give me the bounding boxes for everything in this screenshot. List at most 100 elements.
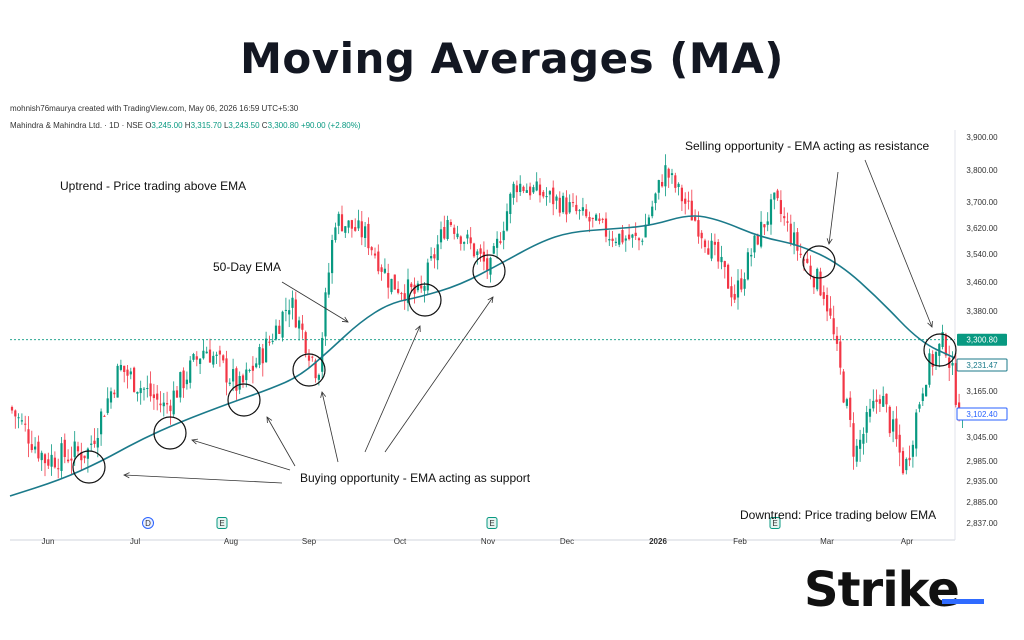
earnings-marker-icon: [216, 517, 228, 529]
candle-body: [106, 398, 109, 413]
candle-body: [793, 232, 796, 246]
y-tick-label: 3,800.00: [966, 166, 998, 175]
candle-body: [802, 259, 806, 261]
low-value: 3,243.50: [228, 121, 260, 130]
candle-body: [892, 419, 895, 432]
candle-body: [459, 236, 462, 244]
candle-body: [862, 433, 865, 444]
candle-body: [60, 443, 63, 471]
candle-body: [578, 210, 581, 212]
candle-body: [175, 390, 179, 398]
candle-body: [433, 254, 436, 259]
annotation-arrow-line: [364, 325, 421, 453]
candle-body: [413, 284, 416, 294]
candle-body: [17, 417, 20, 419]
arrow-head-icon: [191, 438, 198, 445]
candle-body: [370, 247, 373, 251]
candle-body: [878, 399, 881, 404]
candle-body: [350, 220, 353, 229]
candle-body: [525, 190, 528, 193]
candle-body: [489, 257, 492, 275]
candle-body: [783, 216, 786, 219]
candle-body: [562, 195, 565, 213]
candle-body: [931, 354, 934, 367]
candle-body: [624, 238, 627, 241]
candle-body: [387, 272, 390, 288]
candle-body: [109, 391, 113, 403]
candle-body: [268, 341, 271, 343]
candle-body: [469, 237, 472, 244]
y-axis: 3,900.00 3,800.00 3,700.00 3,620.00 3,540.00…: [956, 133, 1008, 528]
candle-body: [542, 191, 545, 197]
candle-body: [690, 200, 693, 221]
dividend-marker-icon: [142, 517, 154, 529]
candle-body: [529, 186, 532, 196]
candle-body: [235, 368, 238, 391]
candle-body: [901, 451, 905, 474]
candle-body: [482, 251, 485, 262]
candle-body: [354, 227, 357, 231]
x-tick-label: Dec: [560, 537, 574, 546]
candle-body: [717, 241, 720, 262]
candle-body: [812, 277, 815, 288]
candle-body: [416, 283, 419, 291]
candle-body: [779, 200, 782, 214]
candle-body: [472, 243, 476, 257]
candle-body: [90, 443, 93, 445]
candle-body: [730, 286, 733, 298]
candle-body: [225, 358, 228, 383]
candle-body: [634, 232, 637, 236]
candle-body: [195, 356, 198, 360]
candle-body: [238, 376, 241, 390]
candle-body: [512, 183, 515, 198]
candle-body: [152, 394, 155, 399]
annotation-arrow-line: [828, 171, 839, 245]
arrow-head-icon: [415, 325, 421, 333]
earnings-marker-icon: [769, 517, 781, 529]
candle-body: [255, 363, 258, 368]
candle-body: [845, 399, 848, 406]
candle-body: [274, 325, 278, 340]
candle-body: [832, 318, 835, 335]
candle-body: [453, 227, 456, 234]
candle-body: [849, 397, 852, 420]
event-marker-label: E: [489, 519, 494, 528]
candle-body: [357, 220, 360, 229]
candle-body: [515, 185, 518, 193]
candle-body: [816, 268, 819, 290]
candle-body: [76, 446, 80, 452]
close-label: C: [261, 121, 268, 130]
price-tag-label: 3,102.40: [966, 410, 998, 419]
candle-body: [258, 347, 261, 365]
candle-body: [86, 448, 89, 459]
candle-body: [96, 437, 99, 448]
candle-body: [129, 371, 132, 375]
touch-circle-icon: [408, 283, 442, 317]
candle-body: [284, 309, 287, 311]
candle-body: [126, 369, 129, 376]
candle-body: [654, 193, 657, 204]
candle-body: [271, 340, 274, 342]
candle-body: [420, 285, 423, 289]
arrow-head-icon: [927, 320, 933, 328]
candle-body: [604, 218, 608, 237]
candle-body: [397, 288, 400, 293]
candle-body: [581, 207, 584, 211]
candle-body: [205, 351, 208, 354]
event-marker-label: E: [219, 519, 224, 528]
candle-body: [380, 267, 383, 272]
candle-body: [588, 216, 591, 222]
candle-body: [809, 265, 812, 276]
candle-body: [585, 209, 588, 217]
y-tick-label: 3,620.00: [966, 224, 998, 233]
candle-body: [439, 229, 443, 243]
candle-body: [697, 220, 700, 237]
candle-body: [687, 200, 690, 202]
candle-body: [241, 375, 245, 383]
candle-body: [410, 283, 413, 288]
candle-body: [406, 279, 410, 303]
candle-body: [545, 196, 548, 198]
candle-body: [723, 261, 726, 268]
candle-body: [446, 220, 449, 240]
